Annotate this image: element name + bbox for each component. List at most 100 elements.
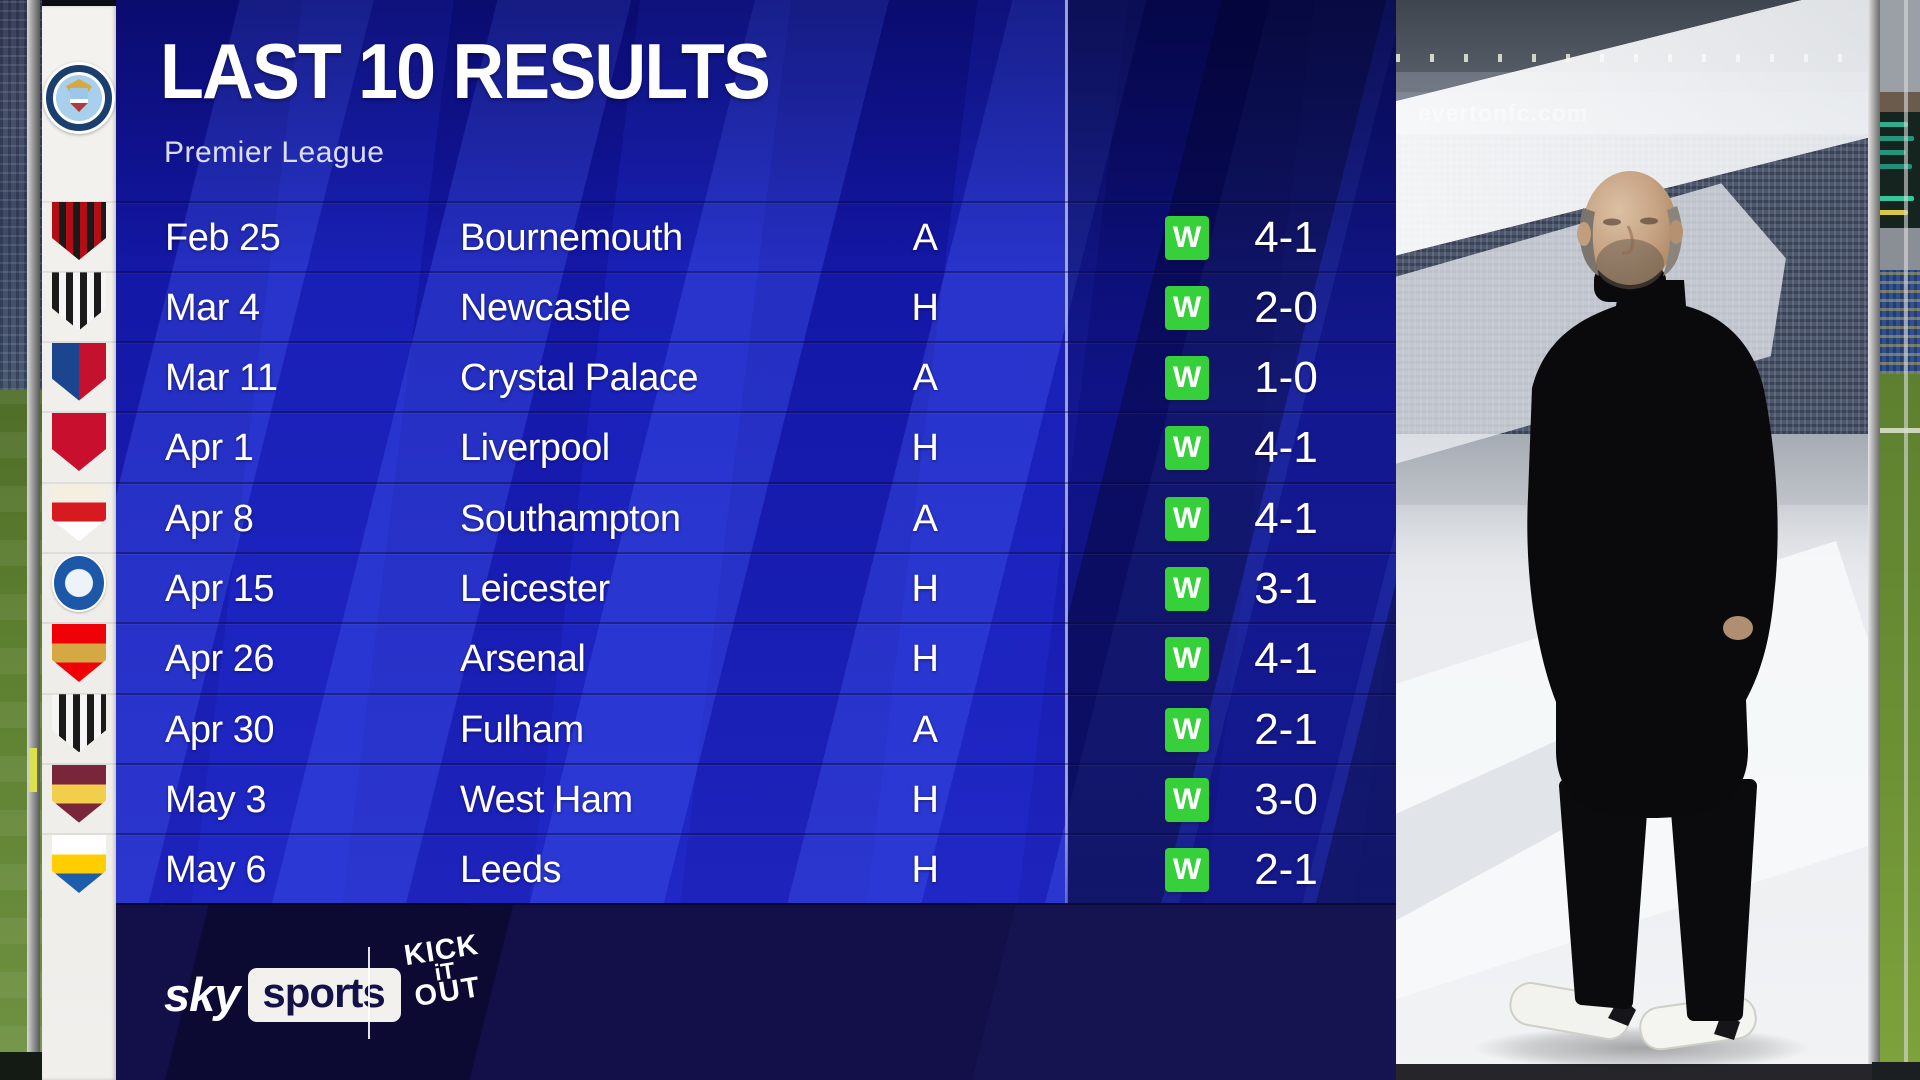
strip-separator (42, 200, 116, 203)
competition-subtitle: Premier League (164, 136, 385, 169)
ear-right (1669, 220, 1683, 244)
opponent-name: Bournemouth (460, 216, 683, 259)
result-row: May 6 Leeds H W 2-1 (116, 833, 1396, 903)
win-badge: W (1165, 778, 1209, 823)
eye-right (1640, 217, 1658, 225)
match-date: Mar 4 (165, 286, 260, 329)
photo-bottom-right (1872, 1062, 1920, 1080)
strip-separator (42, 833, 116, 836)
photo-bottom-strip (1396, 1064, 1872, 1080)
city-badge-inner (56, 75, 102, 121)
match-date: Apr 30 (165, 708, 274, 751)
badge-liverpool (52, 412, 106, 471)
result-row: Mar 11 Crystal Palace A W 1-0 (116, 341, 1396, 411)
liverpool-crest-icon (52, 412, 106, 471)
match-score: 3-0 (1254, 775, 1318, 825)
match-date: Apr 15 (165, 568, 274, 611)
sky-logo-text: sky (164, 968, 240, 1021)
result-row: Apr 8 Southampton A W 4-1 (116, 481, 1396, 552)
win-badge: W (1165, 848, 1209, 893)
logo-divider (368, 947, 370, 1039)
results-panel: LAST 10 RESULTS Premier League Feb 25 Bou… (116, 0, 1396, 1080)
badge-arsenal (52, 623, 106, 682)
win-badge: W (1165, 426, 1209, 471)
stadium-photo-left-edge (0, 0, 42, 1080)
match-date: Apr 26 (165, 638, 274, 681)
match-date: May 3 (165, 779, 266, 822)
stubble (1596, 239, 1664, 289)
match-score: 2-0 (1254, 282, 1318, 332)
win-badge: W (1165, 356, 1209, 401)
result-row: Feb 25 Bournemouth A W 4-1 (116, 200, 1396, 271)
win-badge: W (1165, 707, 1209, 752)
venue-indicator: H (911, 427, 939, 470)
result-row: Apr 1 Liverpool H W 4-1 (116, 411, 1396, 481)
opponent-name: Southampton (460, 497, 681, 540)
photo-right-edge (1868, 0, 1920, 1080)
match-score: 3-1 (1254, 564, 1318, 614)
strip-separator (42, 552, 116, 555)
venue-indicator: A (912, 216, 938, 259)
crystal-palace-crest-icon (52, 342, 106, 401)
strip-separator (42, 481, 116, 484)
newcastle-crest-icon (52, 272, 106, 331)
right-leg (1669, 779, 1757, 1021)
badge-fulham (52, 694, 106, 753)
goal-post-left (27, 0, 40, 1080)
leeds-crest-icon (52, 834, 106, 893)
opponent-name: Fulham (460, 708, 584, 751)
result-row: Apr 30 Fulham A W 2-1 (116, 692, 1396, 763)
badge-bournemouth (52, 202, 106, 260)
strip-separator (42, 411, 116, 414)
win-badge: W (1165, 637, 1209, 682)
result-row: Apr 26 Arsenal H W 4-1 (116, 622, 1396, 692)
page-title: LAST 10 RESULTS (160, 27, 771, 115)
city-badge-shield (70, 88, 88, 112)
strip-separator (42, 763, 116, 766)
strip-separator (42, 341, 116, 344)
venue-indicator: A (912, 708, 938, 751)
opponent-name: Liverpool (460, 427, 610, 470)
opponent-name: Crystal Palace (460, 357, 698, 400)
venue-indicator: H (911, 849, 939, 892)
match-score: 4-1 (1254, 493, 1318, 543)
match-date: May 6 (165, 849, 266, 892)
opponent-name: Leicester (460, 568, 610, 611)
venue-indicator: A (912, 357, 938, 400)
eye-left (1603, 218, 1621, 226)
win-badge: W (1165, 567, 1209, 612)
result-column-shade (1067, 0, 1396, 903)
badge-newcastle (52, 272, 106, 331)
southampton-crest-icon (52, 483, 106, 542)
venue-indicator: H (911, 779, 939, 822)
sky-gap (1872, 0, 1920, 92)
venue-indicator: H (911, 568, 939, 611)
ear-left (1577, 222, 1591, 246)
badge-west-ham (52, 764, 106, 823)
opponent-name: Newcastle (460, 286, 631, 329)
badge-southampton (52, 483, 106, 542)
match-date: Apr 8 (165, 497, 254, 540)
badge-crystal-palace (52, 342, 106, 401)
hand (1723, 616, 1753, 640)
mouth (1615, 282, 1645, 290)
match-date: Feb 25 (165, 216, 281, 259)
venue-indicator: H (911, 638, 939, 681)
footer-bar: sky sports KICK iT OUT (116, 903, 1396, 1080)
stand-tier (1872, 228, 1920, 270)
strip-separator (42, 622, 116, 625)
black-jacket (1527, 280, 1778, 818)
sky-sports-logo: sky sports (164, 967, 401, 1022)
result-row: Apr 15 Leicester H W 3-1 (116, 552, 1396, 622)
win-badge: W (1165, 285, 1209, 330)
match-date: Mar 11 (165, 357, 278, 400)
match-score: 4-1 (1254, 634, 1318, 684)
bournemouth-crest-icon (52, 202, 106, 260)
scoreboard (1872, 112, 1920, 228)
match-score: 1-0 (1254, 353, 1318, 403)
venue-indicator: H (911, 286, 939, 329)
match-date: Apr 1 (165, 427, 254, 470)
club-badge-strip (42, 6, 116, 1080)
venue-indicator: A (912, 497, 938, 540)
